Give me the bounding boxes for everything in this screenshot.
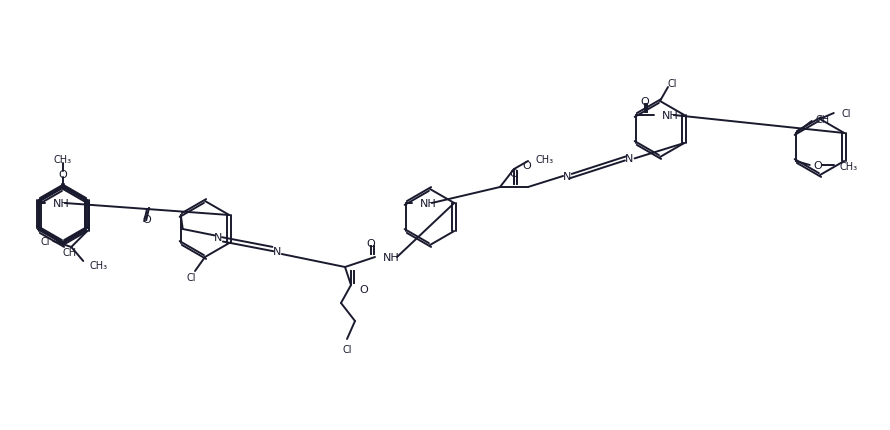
Text: O: O bbox=[367, 239, 376, 249]
Text: Cl: Cl bbox=[343, 344, 352, 354]
Text: O: O bbox=[641, 97, 649, 107]
Text: NH: NH bbox=[383, 252, 400, 262]
Text: CH: CH bbox=[816, 115, 829, 125]
Text: N: N bbox=[562, 172, 571, 181]
Text: Cl: Cl bbox=[668, 79, 676, 89]
Text: CH₃: CH₃ bbox=[89, 261, 108, 270]
Text: CH₃: CH₃ bbox=[536, 155, 554, 165]
Text: N: N bbox=[214, 233, 222, 243]
Text: Cl: Cl bbox=[186, 272, 196, 283]
Text: NH: NH bbox=[53, 199, 69, 209]
Text: NH: NH bbox=[662, 111, 678, 121]
Text: N: N bbox=[272, 246, 281, 256]
Text: O: O bbox=[359, 284, 368, 294]
Text: CH: CH bbox=[62, 247, 77, 258]
Text: Cl: Cl bbox=[842, 109, 851, 119]
Text: CH₃: CH₃ bbox=[840, 162, 858, 172]
Text: O: O bbox=[59, 169, 68, 180]
Text: O: O bbox=[522, 161, 530, 171]
Text: O: O bbox=[813, 161, 822, 171]
Text: O: O bbox=[142, 215, 150, 224]
Text: Cl: Cl bbox=[41, 237, 50, 246]
Text: CH₃: CH₃ bbox=[54, 155, 72, 165]
Text: N: N bbox=[626, 154, 634, 164]
Text: O: O bbox=[510, 169, 518, 178]
Text: NH: NH bbox=[420, 199, 436, 209]
